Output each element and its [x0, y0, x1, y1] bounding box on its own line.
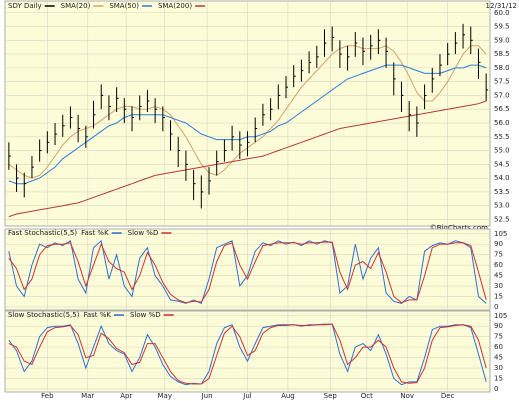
y-tick-label: 75 [494, 251, 503, 259]
chart-title: SDY Daily [8, 2, 42, 10]
legend-label: SMA(20) [61, 2, 91, 10]
y-tick-label: 56.0 [494, 119, 510, 127]
y-tick-label: 54.5 [494, 160, 510, 168]
y-tick-label: 57.0 [494, 91, 510, 99]
legend-label: Fast %K [81, 229, 109, 237]
x-tick-label: Jun [201, 392, 213, 400]
y-tick-label: 60 [494, 343, 503, 351]
y-tick-label: 60 [494, 261, 503, 269]
x-tick-label: Feb [41, 392, 54, 400]
x-tick-label: May [157, 392, 171, 400]
series-line [8, 241, 487, 304]
y-tick-label: 30 [494, 282, 503, 290]
legend-label: SMA(50) [109, 2, 139, 10]
x-tick-label: Jul [242, 392, 252, 400]
panel-title: Slow Stochastic(5,5) [8, 311, 80, 319]
legend-label: SMA(200) [158, 2, 192, 10]
y-tick-label: 45 [494, 272, 503, 280]
y-tick-label: 0 [494, 303, 498, 311]
y-tick-label: 45 [494, 354, 503, 362]
y-tick-label: 56.5 [494, 105, 510, 113]
y-tick-label: 53.5 [494, 188, 510, 196]
y-tick-label: 105 [494, 312, 507, 320]
legend-label: Slow %D [128, 229, 159, 237]
legend-label: Slow %D [130, 311, 161, 319]
y-tick-label: 55.0 [494, 147, 510, 155]
y-tick-label: 54.0 [494, 174, 510, 182]
y-tick-label: 59.5 [494, 23, 510, 31]
y-tick-label: 59.0 [494, 36, 510, 44]
series-line [8, 323, 487, 385]
watermark: ©BigCharts.com [430, 224, 488, 232]
y-tick-label: 55.5 [494, 133, 510, 141]
x-tick-label: Apr [120, 392, 132, 400]
y-tick-label: 0 [494, 385, 498, 393]
panel-title: Fast Stochastic(5,5) [8, 229, 77, 237]
y-tick-label: 30 [494, 364, 503, 372]
legend-label: Fast %K [83, 311, 111, 319]
y-tick-label: 90 [494, 240, 503, 248]
y-tick-label: 58.5 [494, 50, 510, 58]
x-tick-label: Sep [324, 392, 338, 400]
x-tick-label: Nov [400, 392, 414, 400]
x-tick-label: Dec [441, 392, 455, 400]
y-tick-label: 58.0 [494, 64, 510, 72]
series-line [8, 100, 487, 218]
y-tick-label: 57.5 [494, 78, 510, 86]
y-tick-label: 90 [494, 322, 503, 330]
y-tick-label: 75 [494, 333, 503, 341]
x-tick-label: Oct [361, 392, 373, 400]
x-tick-label: Mar [81, 392, 94, 400]
y-tick-label: 60.0 [494, 9, 510, 17]
y-tick-label: 53.0 [494, 202, 510, 210]
y-tick-label: 15 [494, 292, 503, 300]
y-tick-label: 15 [494, 374, 503, 382]
y-tick-label: 52.5 [494, 215, 510, 223]
y-tick-label: 105 [494, 230, 507, 238]
x-tick-label: Aug [281, 392, 295, 400]
date-label: 12/31/12 [486, 2, 517, 10]
